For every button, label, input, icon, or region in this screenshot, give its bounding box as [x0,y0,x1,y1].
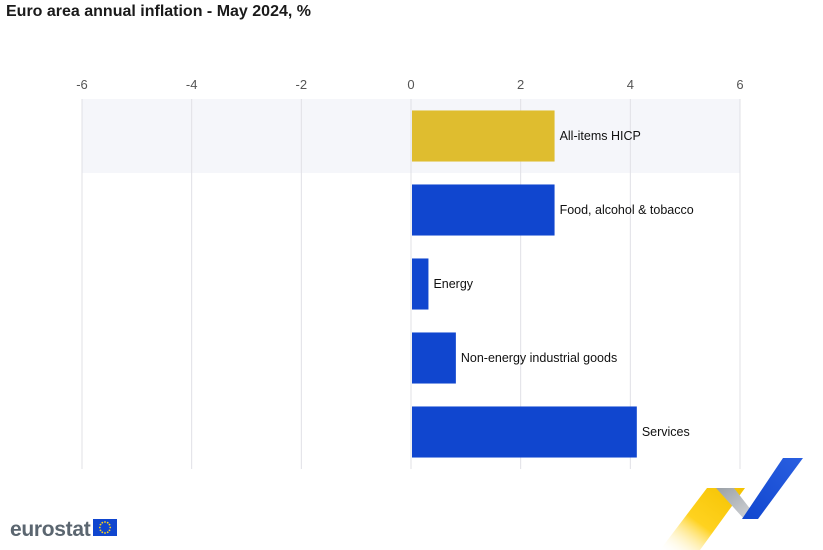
bar-category-label: Food, alcohol & tobacco [560,203,694,217]
bar-category-label: Services [642,425,690,439]
eurostat-logo: eurostat [10,518,118,542]
bar-category-label: All-items HICP [560,129,641,143]
x-tick-label: 0 [407,77,414,92]
bar[interactable] [412,332,456,384]
logo-text: eurostat [10,518,91,541]
bar-category-label: Non-energy industrial goods [461,351,617,365]
x-tick-label: -2 [296,77,308,92]
x-tick-label: 6 [736,77,743,92]
eurostat-decoration-icon [660,458,803,550]
bar[interactable] [412,406,637,458]
x-tick-label: -6 [76,77,88,92]
x-tick-label: 2 [517,77,524,92]
chart-title: Euro area annual inflation - May 2024, % [6,3,311,20]
bar-category-label: Energy [433,277,473,291]
bar[interactable] [412,110,555,162]
bar[interactable] [412,184,555,236]
x-tick-label: -4 [186,77,198,92]
bar[interactable] [412,258,429,310]
x-tick-label: 4 [627,77,634,92]
eu-flag-icon [93,519,118,541]
